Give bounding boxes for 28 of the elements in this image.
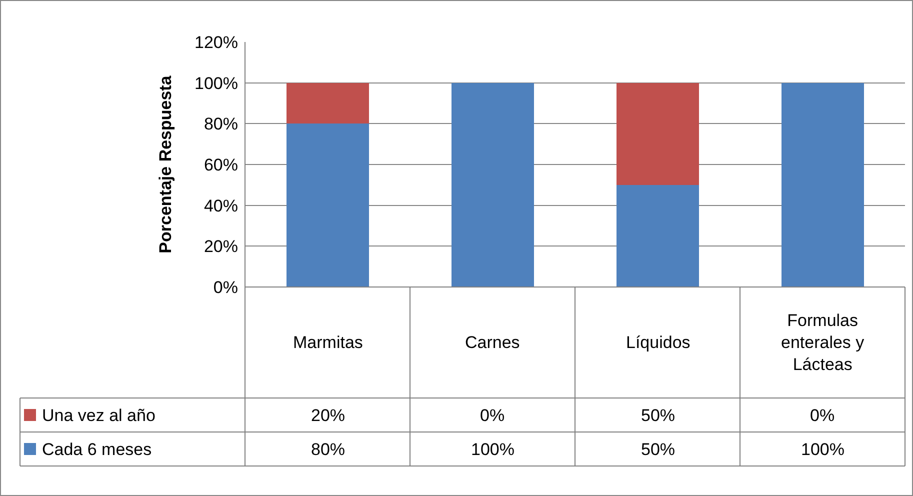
data-label: 100% [801,440,844,459]
y-tick-label: 100% [194,74,238,93]
x-tick-label: Líquidos [626,333,690,352]
y-tick-label: 20% [204,237,238,256]
x-tick-label: Carnes [465,333,520,352]
legend-label: Cada 6 meses [42,440,152,459]
bar [286,82,369,124]
y-tick-label: 120% [194,32,238,52]
bar [616,82,699,185]
x-tick-label: Formulas enterales y Lácteas [781,311,865,374]
data-label: 50% [641,406,676,425]
data-label: 80% [311,440,346,459]
x-tick-label: Marmitas [293,333,363,352]
bar [286,124,369,287]
y-axis-title: Porcentaje Respuesta [156,75,176,254]
data-label: 50% [641,440,676,459]
data-label: 20% [311,406,346,425]
bar [616,184,699,287]
bar [451,82,534,287]
data-label: 0% [810,406,835,425]
y-tick-label: 80% [204,114,238,134]
y-tick-label: 40% [204,196,238,216]
data-label: 0% [480,406,505,425]
data-label: 100% [471,440,514,459]
legend-label: Una vez al año [42,406,156,425]
y-tick-label: 0% [213,278,238,297]
bar [781,82,864,287]
y-tick-label: 60% [204,155,238,174]
